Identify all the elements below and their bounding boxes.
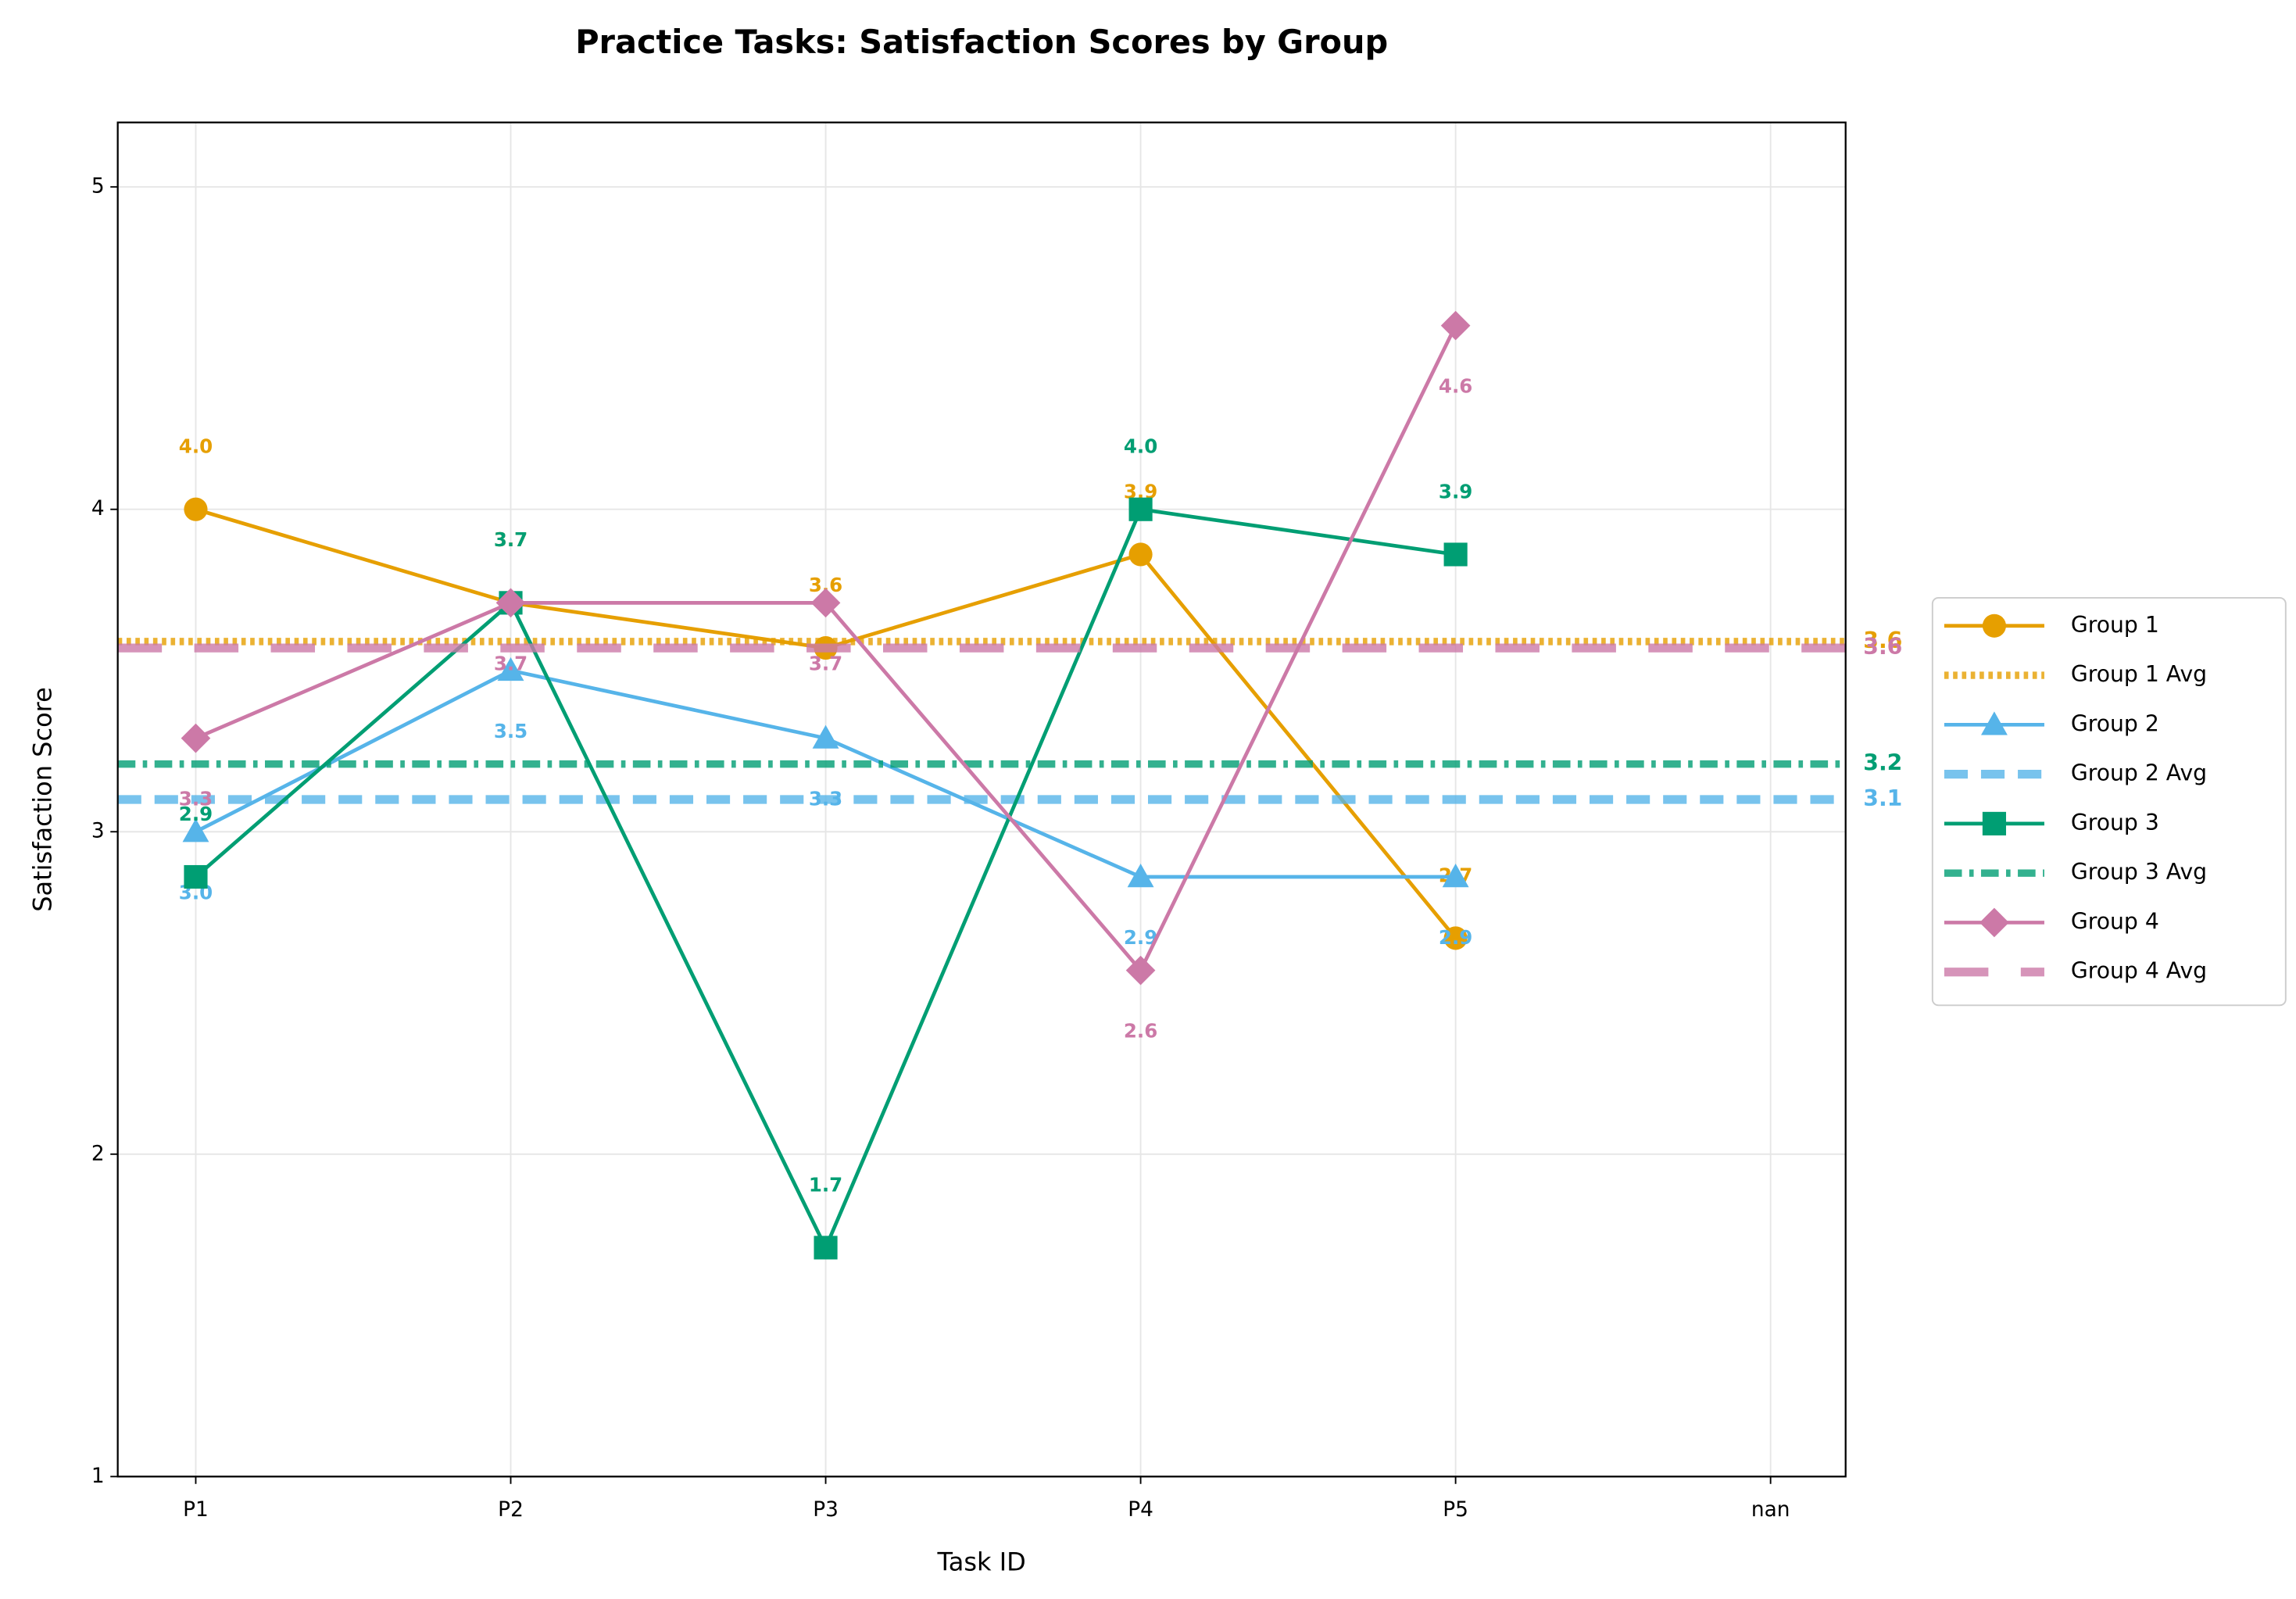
data-point: [1442, 864, 1469, 888]
data-label: 2.9: [1439, 926, 1472, 949]
legend-label: Group 4 Avg: [2071, 958, 2207, 984]
chart-title: Practice Tasks: Satisfaction Scores by G…: [575, 23, 1388, 61]
x-axis-label: Task ID: [937, 1547, 1026, 1576]
data-point: [1128, 542, 1153, 567]
data-label: 3.7: [809, 652, 842, 674]
legend-label: Group 2: [2071, 710, 2159, 736]
data-point: [812, 724, 839, 749]
y-tick-label: 5: [91, 175, 105, 199]
average-label: 3.2: [1863, 750, 1902, 776]
data-label: 3.7: [494, 652, 528, 674]
legend-label: Group 3 Avg: [2071, 859, 2207, 885]
y-tick-label: 4: [91, 497, 105, 520]
data-label: 3.5: [494, 720, 528, 742]
data-label: 4.0: [179, 435, 213, 458]
x-tick-label: nan: [1751, 1498, 1790, 1522]
data-label: 4.0: [1124, 435, 1157, 458]
x-tick-label: P1: [183, 1498, 209, 1522]
average-label: 3.1: [1863, 785, 1902, 811]
y-tick-label: 1: [91, 1465, 105, 1488]
plot-frame: [116, 121, 1847, 1478]
y-tick-label: 3: [91, 820, 105, 843]
data-point: [182, 818, 209, 842]
data-label: 4.6: [1439, 375, 1472, 398]
average-label: 3.6: [1863, 628, 1902, 653]
data-label: 3.7: [494, 528, 528, 551]
data-point: [1128, 497, 1153, 521]
data-point: [497, 657, 524, 681]
data-point: [1443, 542, 1468, 567]
data-label: 3.3: [179, 788, 213, 810]
legend-marker: [1982, 811, 2006, 835]
data-point: [184, 864, 208, 889]
data-label: 3.9: [1439, 480, 1472, 503]
data-point: [810, 588, 841, 618]
data-label: 2.9: [179, 803, 213, 825]
legend-marker: [1982, 613, 2006, 638]
x-tick-label: P3: [813, 1498, 839, 1522]
x-tick-label: P4: [1128, 1498, 1153, 1522]
x-tick-label: P5: [1443, 1498, 1468, 1522]
data-point: [1440, 310, 1471, 341]
y-axis-label: Satisfaction Score: [27, 687, 57, 912]
data-point: [1443, 926, 1468, 950]
data-label: 1.7: [809, 1173, 842, 1196]
legend-label: Group 2 Avg: [2071, 760, 2207, 786]
legend-box: [1931, 597, 2287, 1007]
average-label: 3.6: [1863, 634, 1902, 660]
legend-label: Group 1 Avg: [2071, 661, 2207, 687]
y-tick-label: 2: [91, 1142, 105, 1165]
legend-label: Group 1: [2071, 612, 2159, 638]
data-label: 3.7: [494, 528, 528, 551]
data-point: [814, 1236, 838, 1260]
data-point: [1127, 864, 1154, 888]
legend-label: Group 4: [2071, 908, 2159, 934]
data-point: [495, 588, 526, 618]
legend-label: Group 3: [2071, 810, 2159, 835]
data-label: 2.6: [1124, 1020, 1157, 1043]
data-point: [184, 497, 208, 521]
legend-marker: [1979, 907, 2009, 938]
x-tick-label: P2: [498, 1498, 524, 1522]
legend-marker: [1980, 711, 2008, 735]
